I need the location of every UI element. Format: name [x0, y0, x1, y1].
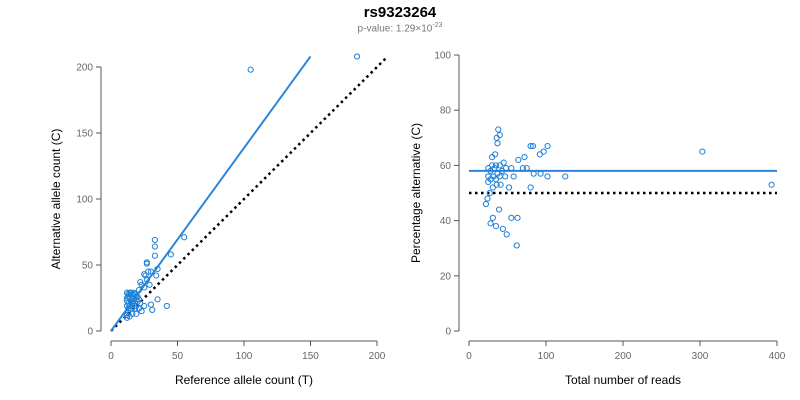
y-tick-label: 60 — [440, 161, 452, 172]
data-point — [487, 167, 494, 175]
x-tick-label: 0 — [108, 351, 114, 362]
chart-title: rs9323264 — [363, 4, 437, 21]
x-tick-label: 100 — [538, 351, 555, 362]
data-point — [151, 252, 158, 259]
data-point — [502, 173, 509, 180]
reference-line — [110, 55, 389, 332]
data-point — [153, 272, 160, 279]
data-point — [496, 162, 503, 169]
data-point — [142, 272, 149, 279]
y-tick-label: 80 — [440, 106, 452, 117]
data-point — [494, 140, 501, 147]
y-tick-label: 40 — [440, 216, 452, 227]
p-value-text: p-value: 1.29×10 — [357, 23, 433, 35]
data-point — [485, 178, 492, 186]
data-point — [510, 173, 517, 180]
data-point — [544, 142, 551, 150]
data-point — [125, 290, 132, 298]
data-point — [149, 306, 156, 313]
data-point — [544, 173, 551, 180]
data-point — [497, 181, 504, 188]
data-point — [123, 314, 131, 321]
x-axis-label: Total number of reads — [565, 373, 681, 387]
data-point — [135, 286, 143, 294]
data-point — [247, 66, 254, 73]
y-axis-label: Percentage alternative (C) — [409, 123, 423, 263]
data-point — [133, 310, 140, 317]
data-point — [353, 53, 361, 60]
data-point — [151, 236, 158, 244]
x-tick-label: 0 — [466, 351, 472, 362]
data-point — [529, 142, 537, 150]
y-tick-label: 50 — [82, 261, 94, 272]
data-point — [143, 260, 151, 267]
data-point — [503, 231, 510, 238]
x-tick-label: 200 — [369, 351, 386, 362]
data-point — [536, 151, 543, 158]
x-tick-label: 400 — [769, 351, 786, 362]
data-point — [519, 165, 527, 172]
data-point — [167, 251, 174, 258]
data-point — [146, 281, 153, 288]
data-point — [768, 181, 775, 188]
data-point — [487, 220, 494, 227]
data-point — [141, 302, 148, 310]
x-tick-label: 300 — [692, 351, 709, 362]
data-point — [699, 148, 706, 155]
y-axis-label: Alternative allele count (C) — [49, 129, 63, 270]
data-point — [527, 184, 534, 191]
data-point — [508, 214, 515, 221]
data-point — [141, 271, 148, 278]
data-point — [181, 234, 188, 241]
data-point — [495, 126, 502, 133]
p-value-exponent: -23 — [432, 22, 443, 29]
data-point — [513, 242, 520, 249]
y-tick-label: 0 — [445, 327, 451, 338]
data-point — [499, 225, 506, 232]
data-point — [505, 184, 513, 191]
data-point — [508, 165, 515, 172]
x-tick-label: 50 — [172, 351, 184, 362]
data-point — [151, 243, 158, 250]
data-point — [521, 154, 528, 161]
x-tick-label: 150 — [302, 351, 319, 362]
data-point — [125, 305, 132, 312]
data-point — [482, 200, 490, 208]
data-point — [527, 142, 534, 150]
data-point — [138, 308, 145, 315]
data-point — [489, 184, 496, 191]
y-tick-label: 100 — [76, 195, 93, 206]
data-point — [562, 173, 569, 180]
y-tick-label: 150 — [76, 129, 93, 140]
y-tick-label: 200 — [76, 63, 93, 74]
data-point — [523, 165, 530, 172]
data-point — [492, 223, 500, 230]
y-tick-label: 100 — [434, 51, 451, 62]
data-point — [163, 302, 170, 310]
data-point — [514, 214, 521, 221]
data-point — [495, 206, 503, 213]
x-axis-label: Reference allele count (T) — [175, 373, 313, 387]
data-point — [530, 170, 537, 177]
data-point — [515, 156, 522, 163]
data-point — [143, 276, 151, 283]
data-point — [141, 284, 148, 291]
data-point — [537, 170, 544, 177]
y-tick-label: 0 — [87, 327, 93, 338]
x-tick-label: 200 — [615, 351, 632, 362]
chart-subtitle: p-value: 1.29×10-23 — [0, 22, 800, 34]
x-tick-label: 100 — [236, 351, 253, 362]
y-tick-label: 20 — [440, 271, 452, 282]
data-point — [489, 214, 496, 221]
data-point — [154, 296, 161, 303]
data-point — [154, 265, 161, 273]
data-point — [484, 195, 491, 202]
data-point — [489, 154, 496, 161]
data-point — [147, 268, 154, 275]
data-point — [499, 167, 506, 175]
data-point — [486, 189, 493, 197]
